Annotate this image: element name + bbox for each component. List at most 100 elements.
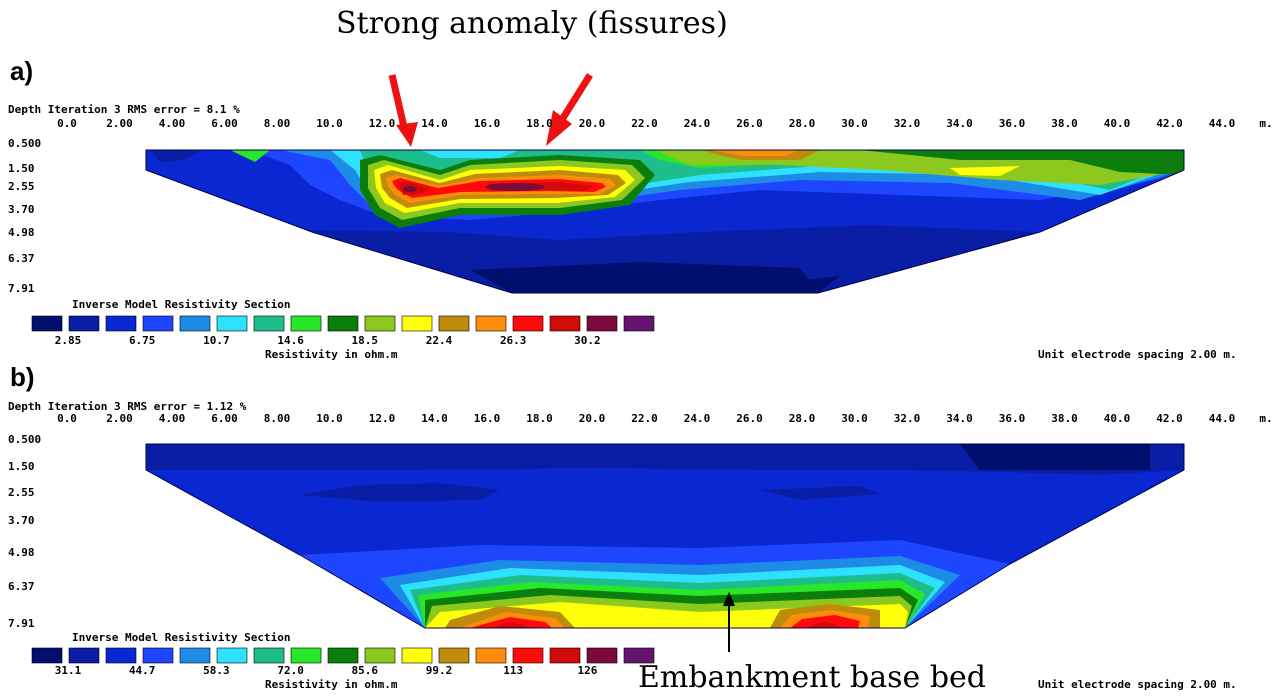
x-tick-label: 44.0 [1209, 412, 1236, 425]
panel-b-section [145, 443, 1185, 629]
anomaly-arrow-right [560, 73, 593, 120]
x-tick-label: 40.0 [1104, 117, 1131, 130]
x-tick-label: 16.0 [474, 117, 501, 130]
legend-swatch [31, 647, 63, 664]
legend-swatch [475, 315, 507, 332]
x-tick-label: 10.0 [316, 117, 343, 130]
legend-swatch [549, 647, 581, 664]
legend-swatch [623, 315, 655, 332]
panel-b-label: b) [10, 362, 35, 392]
x-tick-label: 28.0 [789, 117, 816, 130]
x-tick-label: 22.0 [631, 412, 658, 425]
annotation-strong-anomaly: Strong anomaly (fissures) [336, 6, 728, 41]
x-tick-label: 20.0 [579, 117, 606, 130]
depth-label: 0.500 [8, 433, 41, 446]
legend-unit: Resistivity in ohm.m [265, 348, 398, 361]
x-tick-label: 36.0 [999, 117, 1026, 130]
depth-label: 2.55 [8, 180, 35, 193]
legend-swatch [586, 647, 618, 664]
legend-swatch [586, 315, 618, 332]
legend-value: 58.3 [203, 664, 230, 677]
legend-unit: Resistivity in ohm.m [265, 678, 398, 691]
x-tick-label: 24.0 [684, 412, 711, 425]
legend-swatch [623, 647, 655, 664]
legend-value: 85.6 [352, 664, 379, 677]
panel-header: Depth Iteration 3 RMS error = 8.1 % [8, 103, 240, 116]
depth-label: 1.50 [8, 460, 35, 473]
legend-swatch [327, 315, 359, 332]
depth-label: 4.98 [8, 226, 35, 239]
x-tick-label: 10.0 [316, 412, 343, 425]
legend-swatch [105, 647, 137, 664]
legend-swatch [290, 315, 322, 332]
legend-value: 99.2 [426, 664, 453, 677]
depth-label: 1.50 [8, 162, 35, 175]
x-tick-label: 42.0 [1156, 412, 1183, 425]
x-tick-label: 32.0 [894, 412, 921, 425]
x-tick-label: 22.0 [631, 117, 658, 130]
x-tick-label: 18.0 [526, 117, 553, 130]
x-tick-label: 38.0 [1051, 412, 1078, 425]
annotation-embankment-base: Embankment base bed [638, 660, 986, 695]
legend-swatch [142, 315, 174, 332]
anomaly-arrow-left [388, 74, 408, 128]
anomaly-arrows [388, 73, 593, 147]
legend-value: 2.85 [55, 334, 82, 347]
x-tick-label: 40.0 [1104, 412, 1131, 425]
x-tick-label: 42.0 [1156, 117, 1183, 130]
depth-label: 6.37 [8, 252, 35, 265]
legend-value: 14.6 [277, 334, 304, 347]
depth-label: 3.70 [8, 514, 35, 527]
legend-swatch [179, 315, 211, 332]
x-unit-label: m. [1259, 117, 1272, 130]
legend-swatch [290, 647, 322, 664]
legend-swatch [68, 647, 100, 664]
x-tick-label: 8.00 [264, 117, 291, 130]
x-tick-label: 4.00 [159, 117, 186, 130]
electrode-spacing-note: Unit electrode spacing 2.00 m. [1038, 348, 1237, 361]
x-tick-label: 12.0 [369, 117, 396, 130]
panel-a-section [145, 149, 1185, 294]
x-tick-label: 16.0 [474, 412, 501, 425]
x-tick-label: 34.0 [946, 117, 973, 130]
x-tick-label: 36.0 [999, 412, 1026, 425]
legend-swatch [401, 647, 433, 664]
x-tick-label: 34.0 [946, 412, 973, 425]
depth-label: 0.500 [8, 137, 41, 150]
x-tick-label: 14.0 [421, 412, 448, 425]
legend-swatch [142, 647, 174, 664]
x-tick-label: 0.0 [57, 412, 77, 425]
x-tick-label: 4.00 [159, 412, 186, 425]
legend-swatch [401, 315, 433, 332]
x-tick-label: 44.0 [1209, 117, 1236, 130]
x-tick-label: 28.0 [789, 412, 816, 425]
depth-label: 6.37 [8, 580, 35, 593]
depth-label: 4.98 [8, 546, 35, 559]
legend-value: 31.1 [55, 664, 82, 677]
x-tick-label: 38.0 [1051, 117, 1078, 130]
legend-value: 18.5 [352, 334, 379, 347]
legend-value: 6.75 [129, 334, 156, 347]
x-tick-label: 14.0 [421, 117, 448, 130]
x-tick-label: 6.00 [211, 117, 238, 130]
x-tick-label: 20.0 [579, 412, 606, 425]
x-tick-label: 26.0 [736, 117, 763, 130]
legend-swatch [216, 315, 248, 332]
x-tick-label: 8.00 [264, 412, 291, 425]
legend-swatch [327, 647, 359, 664]
depth-label: 7.91 [8, 282, 35, 295]
x-tick-label: 30.0 [841, 412, 868, 425]
x-tick-label: 12.0 [369, 412, 396, 425]
panel-a-label: a) [10, 56, 34, 86]
legend-swatch [31, 315, 63, 332]
anomaly-arrow-left-head [396, 122, 418, 147]
panel-header: Depth Iteration 3 RMS error = 1.12 % [8, 400, 247, 413]
legend-swatch [512, 315, 544, 332]
depth-label: 3.70 [8, 203, 35, 216]
legend-value: 126 [577, 664, 597, 677]
legend-swatch [438, 315, 470, 332]
legend-value: 72.0 [277, 664, 304, 677]
depth-label: 2.55 [8, 486, 35, 499]
anomaly-arrow-right-head [546, 110, 572, 146]
legend-swatch [549, 315, 581, 332]
